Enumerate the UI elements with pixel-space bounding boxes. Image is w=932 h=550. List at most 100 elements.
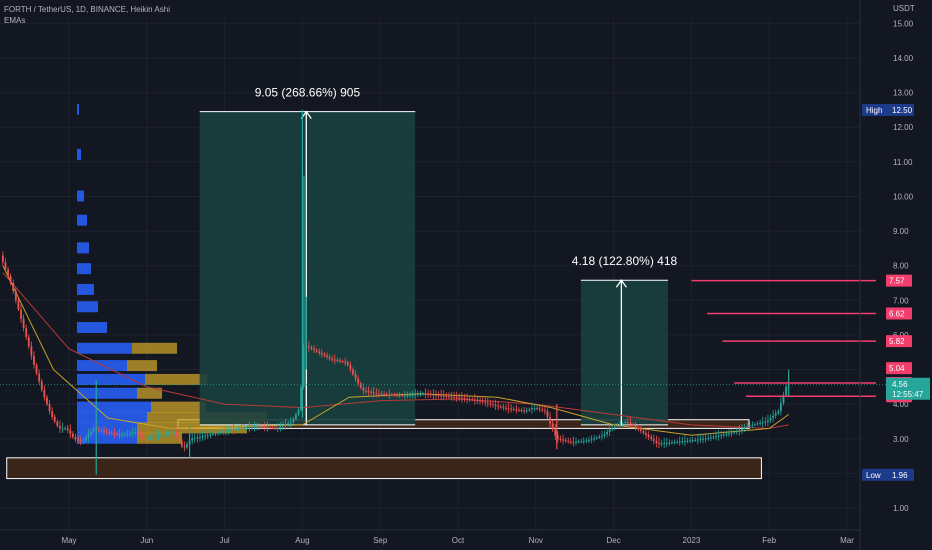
candle-body xyxy=(175,432,178,435)
profile-bar-blue xyxy=(77,242,89,254)
candle-body xyxy=(479,400,481,402)
candle-body xyxy=(129,433,131,435)
candle-body xyxy=(224,430,227,432)
candle-body xyxy=(110,432,113,434)
candle-body xyxy=(51,411,54,417)
candle-body xyxy=(258,426,261,428)
candle-body xyxy=(673,442,676,444)
candle-body xyxy=(282,425,284,427)
high-marker-label: High xyxy=(866,106,882,115)
candle-body xyxy=(289,422,292,424)
candle-body xyxy=(499,406,502,408)
candle-body xyxy=(427,393,430,395)
candle-body xyxy=(730,432,733,434)
candle-body xyxy=(606,431,609,435)
candle-body xyxy=(754,424,756,426)
candle-body xyxy=(318,351,321,353)
candle-body xyxy=(183,446,186,448)
candle-body xyxy=(40,381,43,390)
measure-arrowhead xyxy=(615,279,627,288)
candle-body xyxy=(357,378,360,384)
candle-body xyxy=(287,423,290,425)
y-tick-label: 3.00 xyxy=(893,435,909,444)
profile-bar-gold xyxy=(137,387,162,399)
candle-body xyxy=(671,442,673,444)
candle-body xyxy=(315,350,318,352)
candle-body xyxy=(746,426,749,428)
candle-body xyxy=(645,432,647,435)
y-tick-label: 13.00 xyxy=(893,89,914,98)
indicator-label[interactable]: EMAs xyxy=(4,16,26,25)
profile-bar-blue xyxy=(77,342,132,354)
candle-body xyxy=(250,427,253,429)
candle-body xyxy=(520,410,523,412)
candle-body xyxy=(12,283,15,292)
measure-box xyxy=(199,111,416,425)
candle-body xyxy=(738,430,741,432)
candle-body xyxy=(424,393,427,395)
candle-body xyxy=(554,429,557,436)
candle-body xyxy=(217,432,220,434)
candle-body xyxy=(460,397,463,399)
profile-bar-blue xyxy=(77,148,81,160)
candle-body xyxy=(336,360,339,362)
candle-body xyxy=(30,346,33,356)
candle-body xyxy=(354,374,357,379)
candle-body xyxy=(593,438,596,440)
candle-body xyxy=(678,441,681,443)
candle-body xyxy=(684,440,686,442)
candle-body xyxy=(180,440,183,447)
candle-body xyxy=(367,391,370,393)
candle-body xyxy=(442,395,445,397)
candle-body xyxy=(307,346,310,348)
x-tick-label: Nov xyxy=(529,536,543,545)
candle-body xyxy=(704,438,707,440)
candle-body xyxy=(269,427,271,429)
x-tick-label: 2023 xyxy=(683,536,701,545)
candle-body xyxy=(543,410,546,412)
candle-body xyxy=(549,417,551,424)
candle-body xyxy=(406,395,409,397)
candle-body xyxy=(320,352,323,355)
y-tick-label: 15.00 xyxy=(893,19,914,28)
candle-body xyxy=(541,409,544,411)
candle-body xyxy=(263,426,266,428)
candle-body xyxy=(505,407,507,409)
candle-body xyxy=(564,440,567,442)
candle-body xyxy=(572,441,575,443)
candle-body xyxy=(476,400,479,402)
symbol-title[interactable]: FORTH / TetherUS, 1D, BINANCE, Heikin As… xyxy=(4,5,170,14)
candle-body xyxy=(56,421,59,427)
candle-body xyxy=(580,441,583,443)
candle-body xyxy=(531,408,533,410)
x-tick-label: Mar xyxy=(840,536,854,545)
candle-body xyxy=(82,440,85,442)
candle-body xyxy=(510,408,513,410)
candle-body xyxy=(785,386,787,395)
price-tags: 7.576.625.824.614.235.044.5612:55:47High… xyxy=(862,103,930,481)
candle-body xyxy=(512,408,515,410)
candle-body xyxy=(390,394,393,396)
candle-body xyxy=(525,410,528,412)
candle-body xyxy=(383,394,385,396)
candle-body xyxy=(297,409,300,415)
candle-body xyxy=(46,397,48,405)
candle-body xyxy=(271,427,274,429)
y-tick-label: 9.00 xyxy=(893,227,909,236)
candle-body xyxy=(196,437,199,439)
candle-body xyxy=(774,413,777,416)
candle-body xyxy=(147,437,149,439)
candle-body xyxy=(486,402,489,404)
candle-body xyxy=(536,408,538,409)
candle-body xyxy=(201,436,204,438)
candles xyxy=(1,109,790,475)
candle-body xyxy=(756,423,759,425)
candle-body xyxy=(191,438,194,441)
candle-body xyxy=(660,443,663,445)
candle-body xyxy=(751,424,754,426)
candle-body xyxy=(764,421,767,423)
candle-body xyxy=(77,439,79,441)
candle-body xyxy=(473,399,476,401)
candle-body xyxy=(445,395,448,397)
